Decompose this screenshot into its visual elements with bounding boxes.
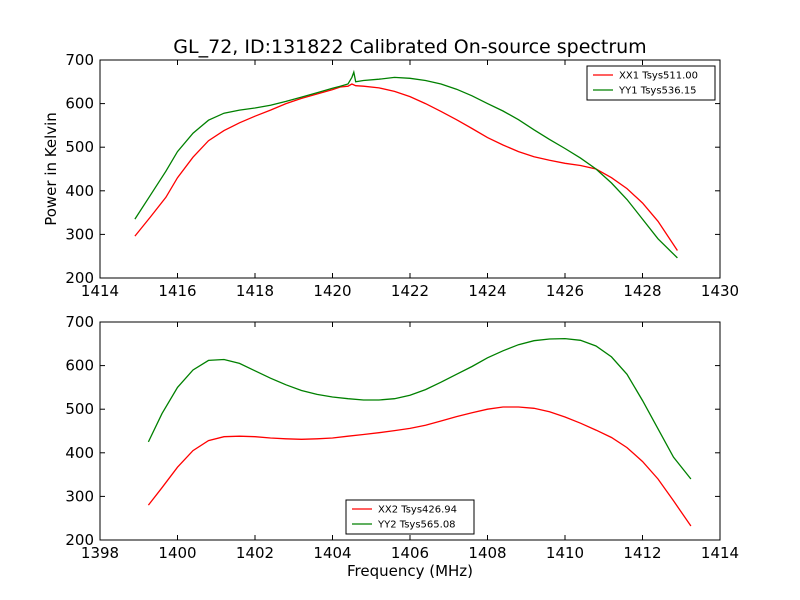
y-tick-label: 400 [65,444,94,462]
series-line-2 [134,69,678,259]
y-tick-label: 400 [65,182,94,200]
x-tick-label: 1426 [546,282,584,300]
x-tick-label: 1418 [236,282,274,300]
x-axis-label: Frequency (MHz) [347,562,473,580]
x-tick-label: 1408 [468,544,506,562]
y-tick-label: 700 [65,313,94,331]
x-tick-label: 1420 [313,282,351,300]
y-tick-label: 500 [65,400,94,418]
legend-label: YY1 Tsys536.15 [618,86,697,97]
x-tick-label: 1414 [701,544,739,562]
legend-box [586,65,716,101]
y-tick-label: 200 [65,269,94,287]
x-tick-label: 1404 [313,544,351,562]
x-tick-label: 1412 [623,544,661,562]
legend-box [345,499,475,535]
x-tick-label: 1410 [546,544,584,562]
series-line-1 [147,406,692,527]
legend-label: XX1 Tsys511.00 [619,71,698,82]
series-line-2 [147,337,692,480]
series-line-1 [134,83,678,251]
x-tick-label: 1402 [236,544,274,562]
y-tick-label: 200 [65,531,94,549]
x-tick-label: 1422 [391,282,429,300]
y-tick-label: 500 [65,138,94,156]
y-tick-label: 600 [65,357,94,375]
x-tick-label: 1424 [468,282,506,300]
x-tick-label: 1416 [158,282,196,300]
x-tick-label: 1398 [81,544,119,562]
legend: XX2 Tsys426.94 YY2 Tsys565.08 [345,499,475,535]
y-axis-label: Power in Kelvin [42,112,60,226]
bottom-plot-panel: 1398 1400 1402 1404 1406 1408 1410 1412 1414 200 3… [65,313,739,562]
y-tick-label: 300 [65,225,94,243]
x-tick-label: 1400 [158,544,196,562]
legend: XX1 Tsys511.00 YY1 Tsys536.15 [586,65,716,101]
legend-label: XX2 Tsys426.94 [378,505,457,516]
legend-label: YY2 Tsys565.08 [377,520,456,531]
x-tick-label: 1428 [623,282,661,300]
x-tick-label: 1406 [391,544,429,562]
y-tick-label: 300 [65,487,94,505]
x-tick-label: 1414 [81,282,119,300]
y-tick-label: 700 [65,51,94,69]
y-tick-label: 600 [65,95,94,113]
top-plot-panel: 1414 1416 1418 1420 1422 1424 1426 1428 1430 200 3… [65,51,739,300]
chart-title: GL_72, ID:131822 Calibrated On-source sp… [173,36,646,58]
x-tick-label: 1430 [701,282,739,300]
